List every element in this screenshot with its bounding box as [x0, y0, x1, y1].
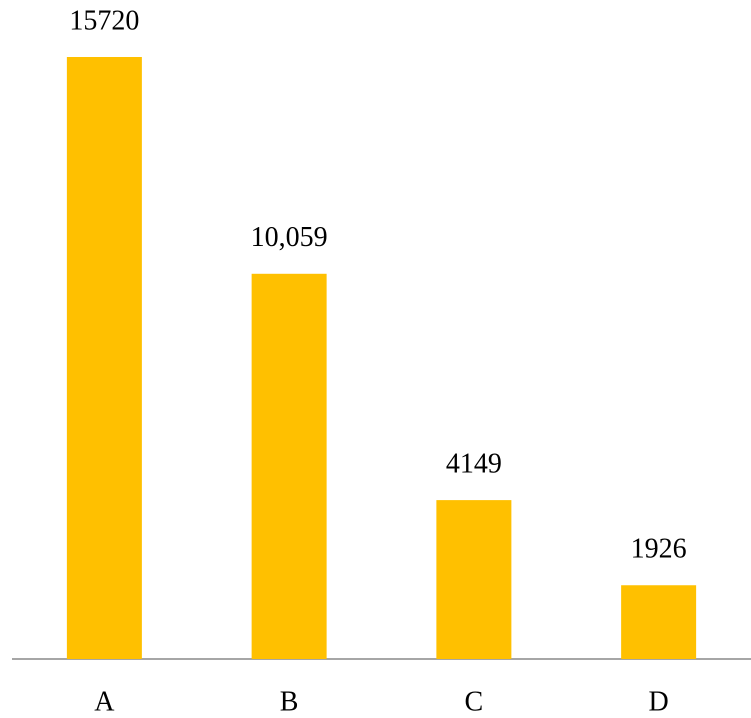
bar: [621, 585, 697, 659]
data-label: 4149: [446, 449, 502, 480]
data-label: 15720: [69, 5, 139, 36]
bar: [251, 273, 327, 659]
x-tick-label: B: [280, 686, 299, 717]
x-tick-label: A: [94, 686, 115, 717]
x-tick-label: D: [649, 686, 669, 717]
bar: [436, 500, 512, 659]
data-label: 1926: [631, 534, 687, 565]
x-tick-label: C: [465, 686, 484, 717]
bar: [66, 57, 142, 659]
data-label: 10,059: [251, 222, 328, 253]
